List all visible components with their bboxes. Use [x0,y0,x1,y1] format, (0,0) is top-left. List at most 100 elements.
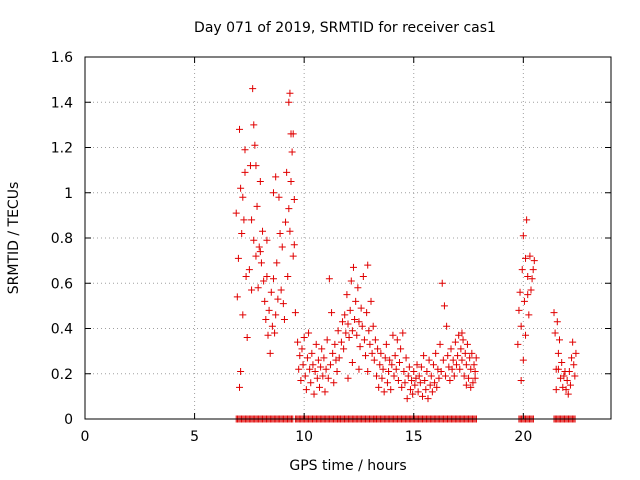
data-point [520,297,528,305]
data-point [239,311,247,319]
data-point [278,243,286,251]
data-point [242,272,250,280]
data-point [558,358,566,366]
data-point [248,286,256,294]
data-point [268,322,276,330]
data-point [323,336,331,344]
data-point [253,202,261,210]
data-point [236,125,244,133]
data-point [387,386,395,394]
data-point [572,349,580,357]
data-point [519,232,527,240]
data-point [450,372,458,380]
data-point [416,379,424,387]
data-point [349,263,357,271]
data-point [288,148,296,156]
data-point [240,216,248,224]
data-point [345,334,353,342]
data-point [232,209,240,217]
data-point [364,261,372,269]
data-point [348,327,356,335]
y-tick-label: 0.2 [51,367,73,383]
data-point [339,318,347,326]
data-point [256,248,264,256]
data-point [454,352,462,360]
data-point [254,284,262,292]
data-point [322,365,330,373]
data-point [337,338,345,346]
data-point [257,259,265,267]
data-point [290,196,298,204]
data-point [522,254,530,262]
data-point [457,345,465,353]
data-point [467,383,475,391]
data-point [363,309,371,317]
data-point [526,252,534,260]
data-point [366,340,374,348]
data-point [276,229,284,237]
data-point [397,345,405,353]
data-point [289,130,297,138]
data-point [255,243,263,251]
x-tick-label: 15 [405,429,423,445]
data-point [285,205,293,213]
data-point [525,311,533,319]
data-point [470,361,478,369]
data-point [265,306,273,314]
data-point [560,372,568,380]
data-point [524,272,532,280]
data-point [458,329,466,337]
data-point [565,367,573,375]
data-point [465,374,473,382]
data-point [437,367,445,375]
data-point [378,374,386,382]
data-point [435,374,443,382]
data-point [436,340,444,348]
data-point [330,379,338,387]
data-point [569,338,577,346]
data-point [562,386,570,394]
data-point [359,272,367,280]
data-point [431,379,439,387]
y-tick-label: 0.4 [51,322,73,338]
data-point [333,367,341,375]
data-point [452,361,460,369]
data-point [294,338,302,346]
data-point [302,386,310,394]
data-point [411,381,419,389]
data-point [319,372,327,380]
data-point [471,374,479,382]
data-point [433,383,441,391]
data-point [249,85,257,93]
x-tick-label: 0 [81,429,90,445]
data-point [310,390,318,398]
data-point [514,340,522,348]
data-point [352,297,360,305]
data-point [400,367,408,375]
data-point [314,356,322,364]
data-point [468,349,476,357]
data-point [377,349,385,357]
data-point [466,354,474,362]
data-point [515,306,523,314]
data-point [375,383,383,391]
data-point [272,311,280,319]
data-point [426,381,434,389]
data-point [555,336,563,344]
data-point [463,340,471,348]
data-point [446,377,454,385]
y-tick-label: 1 [64,186,73,202]
data-point [325,275,333,283]
data-point [355,318,363,326]
data-point [563,377,571,385]
data-point [252,252,260,260]
data-point [448,365,456,373]
data-point [383,379,391,387]
data-point [287,177,295,185]
data-point [428,388,436,396]
data-point [410,367,418,375]
data-point [471,367,479,375]
data-point [459,336,467,344]
data-point [417,363,425,371]
data-point [449,356,457,364]
